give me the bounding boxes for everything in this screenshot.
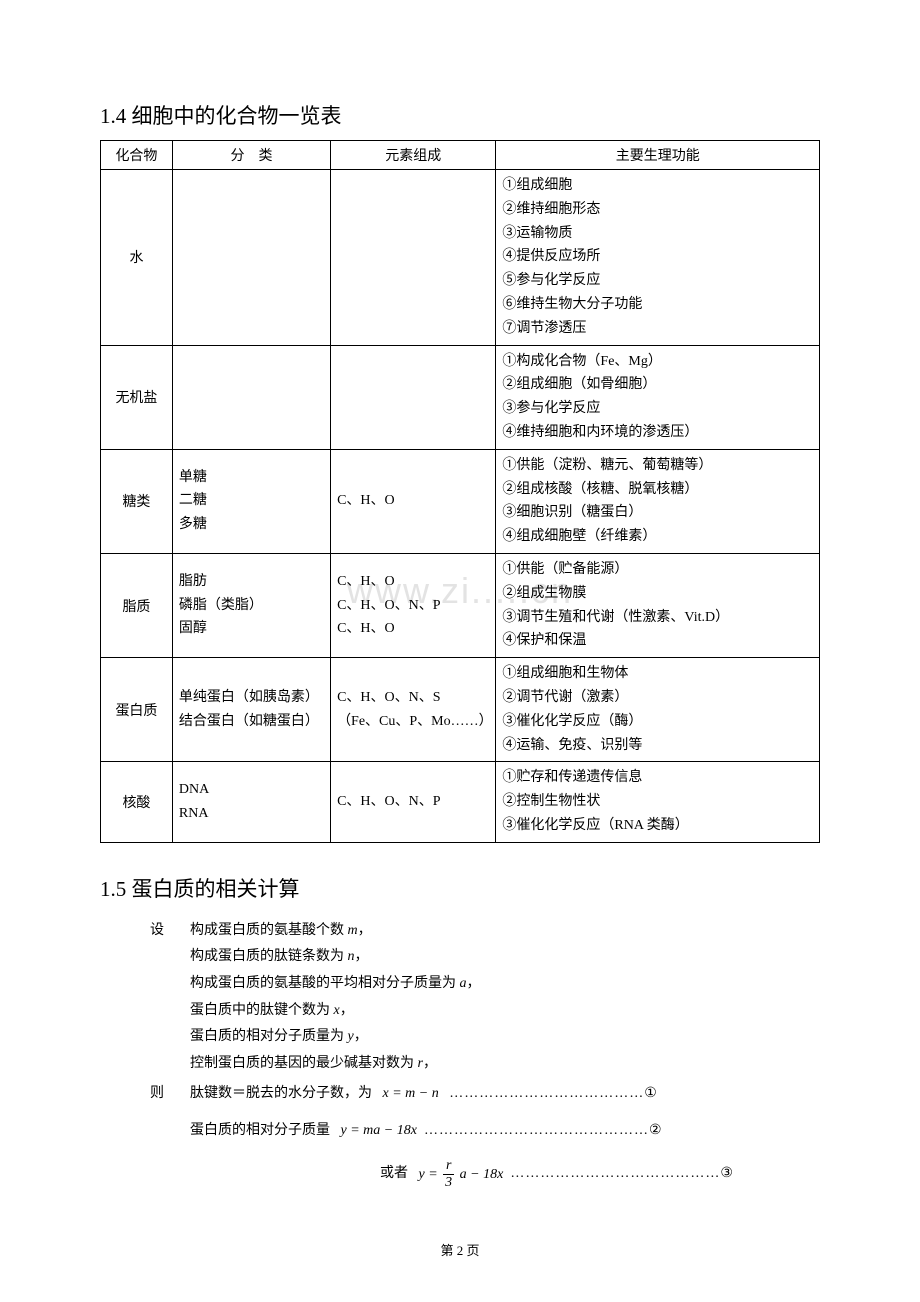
setup-line: 构成蛋白质的氨基酸的平均相对分子质量为 a， xyxy=(190,971,820,998)
table-row: 水 ①组成细胞②维持细胞形态③运输物质④提供反应场所⑤参与化学反应⑥维持生物大分子… xyxy=(101,170,820,346)
cell-functions: ①组成细胞和生物体②调节代谢（激素）③催化化学反应（酶）④运输、免疫、识别等 xyxy=(496,658,820,762)
section2-title: 1.5 蛋白质的相关计算 xyxy=(100,873,820,903)
setup-lines: 构成蛋白质的氨基酸个数 m，构成蛋白质的肽链条数为 n，构成蛋白质的氨基酸的平均… xyxy=(190,918,820,1078)
table-row: 脂质脂肪磷脂（类脂）固醇C、H、OC、H、O、N、PC、H、O①供能（贮备能源）… xyxy=(101,553,820,657)
cell-elements xyxy=(331,170,496,346)
cell-elements: C、H、O、N、S（Fe、Cu、P、Mo……） xyxy=(331,658,496,762)
table-row: 糖类单糖二糖多糖C、H、O①供能（淀粉、糖元、葡萄糖等）②组成核酸（核糖、脱氧核… xyxy=(101,449,820,553)
formula3-dots: ……………………………………③ xyxy=(510,1167,734,1182)
setup-line: 蛋白质中的肽键个数为 x， xyxy=(190,998,820,1025)
header-compound: 化合物 xyxy=(101,141,173,170)
formula1-text: 肽键数＝脱去的水分子数，为 xyxy=(190,1086,372,1101)
table-row: 蛋白质单纯蛋白（如胰岛素）结合蛋白（如糖蛋白）C、H、O、N、S（Fe、Cu、P… xyxy=(101,658,820,762)
blank-label xyxy=(150,1118,190,1145)
formula2-expr: y = ma − 18x xyxy=(341,1123,417,1138)
cell-category: DNARNA xyxy=(172,762,330,842)
cell-elements: C、H、OC、H、O、N、PC、H、O xyxy=(331,553,496,657)
setup-block: 设 构成蛋白质的氨基酸个数 m，构成蛋白质的肽链条数为 n，构成蛋白质的氨基酸的… xyxy=(150,918,820,1078)
blank-label-2 xyxy=(150,1158,190,1190)
cell-functions: ①供能（贮备能源）②组成生物膜③调节生殖和代谢（性激素、Vit.D）④保护和保温 xyxy=(496,553,820,657)
cell-elements: C、H、O xyxy=(331,449,496,553)
cell-functions: ①贮存和传递遗传信息②控制生物性状③催化化学反应（RNA 类酶） xyxy=(496,762,820,842)
formula3: 或者 y = r3 a − 18x ……………………………………③ xyxy=(190,1158,820,1190)
calculation-section: 设 构成蛋白质的氨基酸个数 m，构成蛋白质的肽链条数为 n，构成蛋白质的氨基酸的… xyxy=(100,918,820,1191)
cell-category xyxy=(172,345,330,449)
cell-functions: ①组成细胞②维持细胞形态③运输物质④提供反应场所⑤参与化学反应⑥维持生物大分子功… xyxy=(496,170,820,346)
formula-row-2: 蛋白质的相对分子质量 y = ma − 18x ………………………………………② xyxy=(150,1118,820,1145)
formula2-text: 蛋白质的相对分子质量 xyxy=(190,1123,330,1138)
formula2: 蛋白质的相对分子质量 y = ma − 18x ………………………………………② xyxy=(190,1118,820,1145)
section1-title: 1.4 细胞中的化合物一览表 xyxy=(100,100,820,130)
cell-compound: 糖类 xyxy=(101,449,173,553)
setup-line: 蛋白质的相对分子质量为 y， xyxy=(190,1024,820,1051)
formula3-text: 或者 xyxy=(380,1167,408,1182)
cell-compound: 蛋白质 xyxy=(101,658,173,762)
formula1: 肽键数＝脱去的水分子数，为 x = m − n …………………………………① xyxy=(190,1081,820,1108)
header-functions: 主要生理功能 xyxy=(496,141,820,170)
cell-elements xyxy=(331,345,496,449)
table-row: 核酸DNARNAC、H、O、N、P①贮存和传递遗传信息②控制生物性状③催化化学反… xyxy=(101,762,820,842)
cell-functions: ①构成化合物（Fe、Mg）②组成细胞（如骨细胞）③参与化学反应④维持细胞和内环境… xyxy=(496,345,820,449)
formula2-dots: ………………………………………② xyxy=(424,1123,663,1138)
formula-row-1: 则 肽键数＝脱去的水分子数，为 x = m − n …………………………………① xyxy=(150,1081,820,1108)
page-number: 第 2 页 xyxy=(100,1240,820,1259)
cell-category: 单糖二糖多糖 xyxy=(172,449,330,553)
formula1-dots: …………………………………① xyxy=(449,1086,658,1101)
cell-category: 单纯蛋白（如胰岛素）结合蛋白（如糖蛋白） xyxy=(172,658,330,762)
setup-label: 设 xyxy=(150,918,190,1078)
cell-compound: 核酸 xyxy=(101,762,173,842)
cell-elements: C、H、O、N、P xyxy=(331,762,496,842)
table-row: 无机盐 ①构成化合物（Fe、Mg）②组成细胞（如骨细胞）③参与化学反应④维持细胞和… xyxy=(101,345,820,449)
setup-line: 构成蛋白质的肽链条数为 n， xyxy=(190,944,820,971)
setup-line: 控制蛋白质的基因的最少碱基对数为 r， xyxy=(190,1051,820,1078)
cell-compound: 无机盐 xyxy=(101,345,173,449)
cell-category xyxy=(172,170,330,346)
setup-line: 构成蛋白质的氨基酸个数 m， xyxy=(190,918,820,945)
cell-category: 脂肪磷脂（类脂）固醇 xyxy=(172,553,330,657)
formula3-expr: y = r3 a − 18x xyxy=(419,1167,504,1182)
header-category: 分 类 xyxy=(172,141,330,170)
cell-functions: ①供能（淀粉、糖元、葡萄糖等）②组成核酸（核糖、脱氧核糖）③细胞识别（糖蛋白）④… xyxy=(496,449,820,553)
cell-compound: 脂质 xyxy=(101,553,173,657)
table-header-row: 化合物 分 类 元素组成 主要生理功能 xyxy=(101,141,820,170)
compounds-table: 化合物 分 类 元素组成 主要生理功能 水 ①组成细胞②维持细胞形态③运输物质④提… xyxy=(100,140,820,843)
formula1-expr: x = m − n xyxy=(383,1086,439,1101)
header-elements: 元素组成 xyxy=(331,141,496,170)
formula-row-3: 或者 y = r3 a − 18x ……………………………………③ xyxy=(150,1158,820,1190)
then-label: 则 xyxy=(150,1081,190,1108)
cell-compound: 水 xyxy=(101,170,173,346)
